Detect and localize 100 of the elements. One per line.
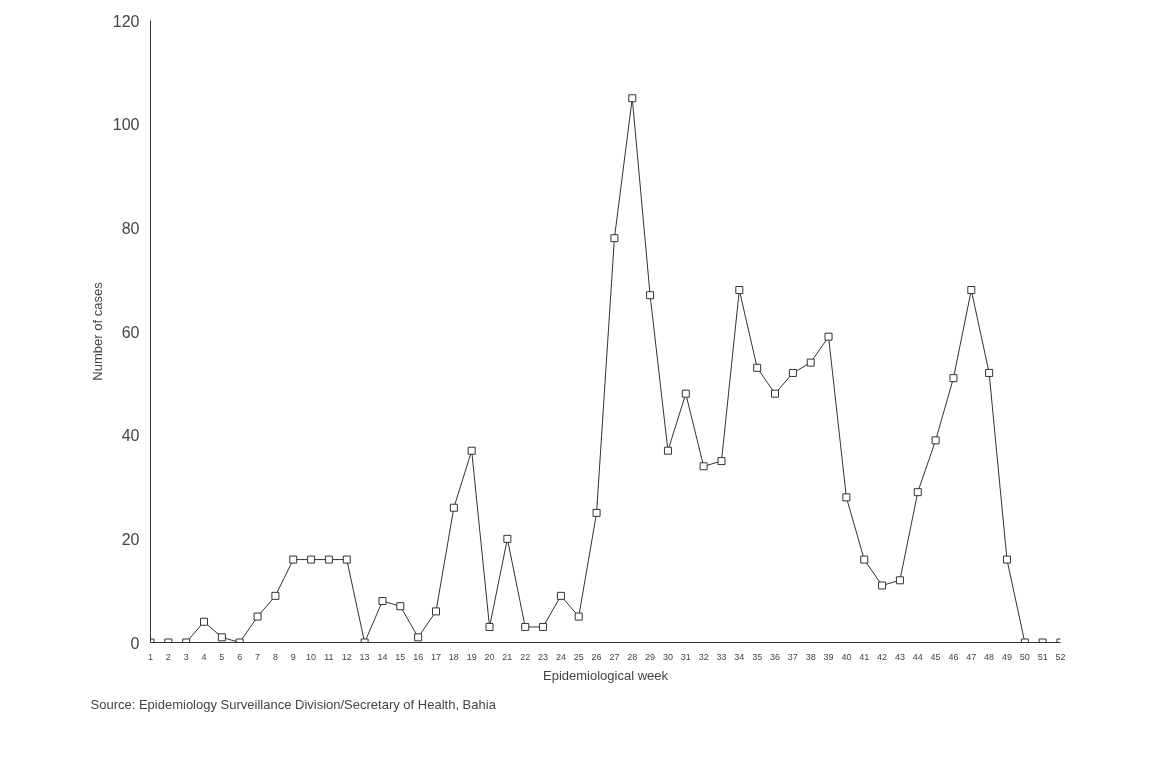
x-tick-label: 4	[201, 651, 207, 662]
point	[913, 488, 922, 497]
x-tick-label: 29	[645, 651, 656, 662]
point	[753, 363, 762, 372]
x-tick-label: 37	[787, 651, 798, 662]
x-tick-label: 27	[609, 651, 620, 662]
point	[592, 508, 601, 517]
x-tick-label: 20	[484, 651, 495, 662]
x-tick-label: 39	[823, 651, 834, 662]
point	[681, 389, 690, 398]
point	[378, 597, 387, 606]
x-tick-label: 28	[627, 651, 638, 662]
x-tick-label: 14	[377, 651, 388, 662]
point	[217, 633, 226, 642]
x-tick-label: 31	[680, 651, 691, 662]
x-tick-label: 35	[752, 651, 763, 662]
point	[878, 581, 887, 590]
point	[521, 622, 530, 631]
x-tick-label: 22	[520, 651, 531, 662]
x-tick-label: 38	[805, 651, 816, 662]
x-tick-label: 9	[290, 651, 296, 662]
y-tick-label: 20	[121, 530, 140, 548]
point	[539, 622, 548, 631]
x-tick-label: 34	[734, 651, 745, 662]
y-tick-label: 40	[121, 427, 140, 445]
x-tick-label: 11	[324, 651, 334, 662]
source-note: Source: Epidemiology Surveillance Division/Secretary of Health, Bahia	[90, 696, 497, 712]
x-tick-label: 48	[984, 651, 995, 662]
point	[253, 612, 262, 621]
x-axis-title: Epidemiological week	[542, 667, 669, 683]
x-tick-label: 51	[1037, 651, 1048, 662]
x-tick-label: 45	[930, 651, 941, 662]
x-tick-label: 46	[948, 651, 959, 662]
point	[200, 617, 209, 626]
x-tick-label: 49	[1001, 651, 1012, 662]
x-tick-label: 3	[183, 651, 189, 662]
point	[895, 576, 904, 585]
x-tick-label: 30	[662, 651, 673, 662]
point	[985, 368, 994, 377]
x-tick-label: 16	[413, 651, 424, 662]
point	[699, 462, 708, 471]
x-tick-label: 19	[466, 651, 477, 662]
y-tick-label: 60	[121, 323, 140, 341]
x-tick-label: 17	[430, 651, 441, 662]
point	[324, 555, 333, 564]
point	[717, 457, 726, 466]
point	[307, 555, 316, 564]
x-tick-label: 21	[502, 651, 513, 662]
x-tick-label: 15	[395, 651, 406, 662]
y-tick-label: 0	[130, 634, 140, 652]
y-tick-label: 80	[121, 219, 140, 237]
point	[663, 446, 672, 455]
point	[1002, 555, 1011, 564]
x-tick-label: 42	[877, 651, 888, 662]
y-tick-label: 120	[112, 12, 140, 30]
point	[788, 368, 797, 377]
x-tick-label: 25	[573, 651, 584, 662]
x-tick-label: 32	[698, 651, 709, 662]
x-tick-label: 7	[255, 651, 261, 662]
point	[271, 591, 280, 600]
point	[771, 389, 780, 398]
x-tick-label: 1	[148, 651, 154, 662]
x-tick-label: 33	[716, 651, 727, 662]
x-tick-label: 44	[912, 651, 923, 662]
point	[289, 555, 298, 564]
point	[646, 291, 655, 300]
x-tick-label: 12	[341, 651, 352, 662]
point	[431, 607, 440, 616]
x-tick-label: 10	[306, 651, 317, 662]
point	[824, 332, 833, 341]
x-tick-label: 36	[770, 651, 781, 662]
point	[574, 612, 583, 621]
x-tick-label: 5	[219, 651, 225, 662]
x-tick-label: 24	[555, 651, 566, 662]
y-tick-label: 100	[112, 116, 140, 134]
point	[628, 94, 637, 103]
x-tick-label: 47	[966, 651, 977, 662]
point	[842, 493, 851, 502]
point	[449, 503, 458, 512]
point	[467, 446, 476, 455]
x-tick-label: 18	[448, 651, 459, 662]
x-tick-label: 41	[859, 651, 870, 662]
x-tick-label: 2	[165, 651, 171, 662]
point	[931, 436, 940, 445]
x-tick-label: 8	[272, 651, 278, 662]
x-tick-label: 26	[591, 651, 602, 662]
point	[414, 633, 423, 642]
point	[610, 234, 619, 243]
point	[485, 622, 494, 631]
point	[735, 286, 744, 295]
x-tick-label: 40	[841, 651, 852, 662]
point	[860, 555, 869, 564]
x-tick-label: 43	[894, 651, 905, 662]
point	[503, 534, 512, 543]
x-tick-label: 52	[1055, 651, 1066, 662]
point	[342, 555, 351, 564]
x-tick-label: 13	[359, 651, 370, 662]
x-tick-label: 50	[1019, 651, 1030, 662]
point	[949, 374, 958, 383]
x-tick-label: 23	[538, 651, 549, 662]
